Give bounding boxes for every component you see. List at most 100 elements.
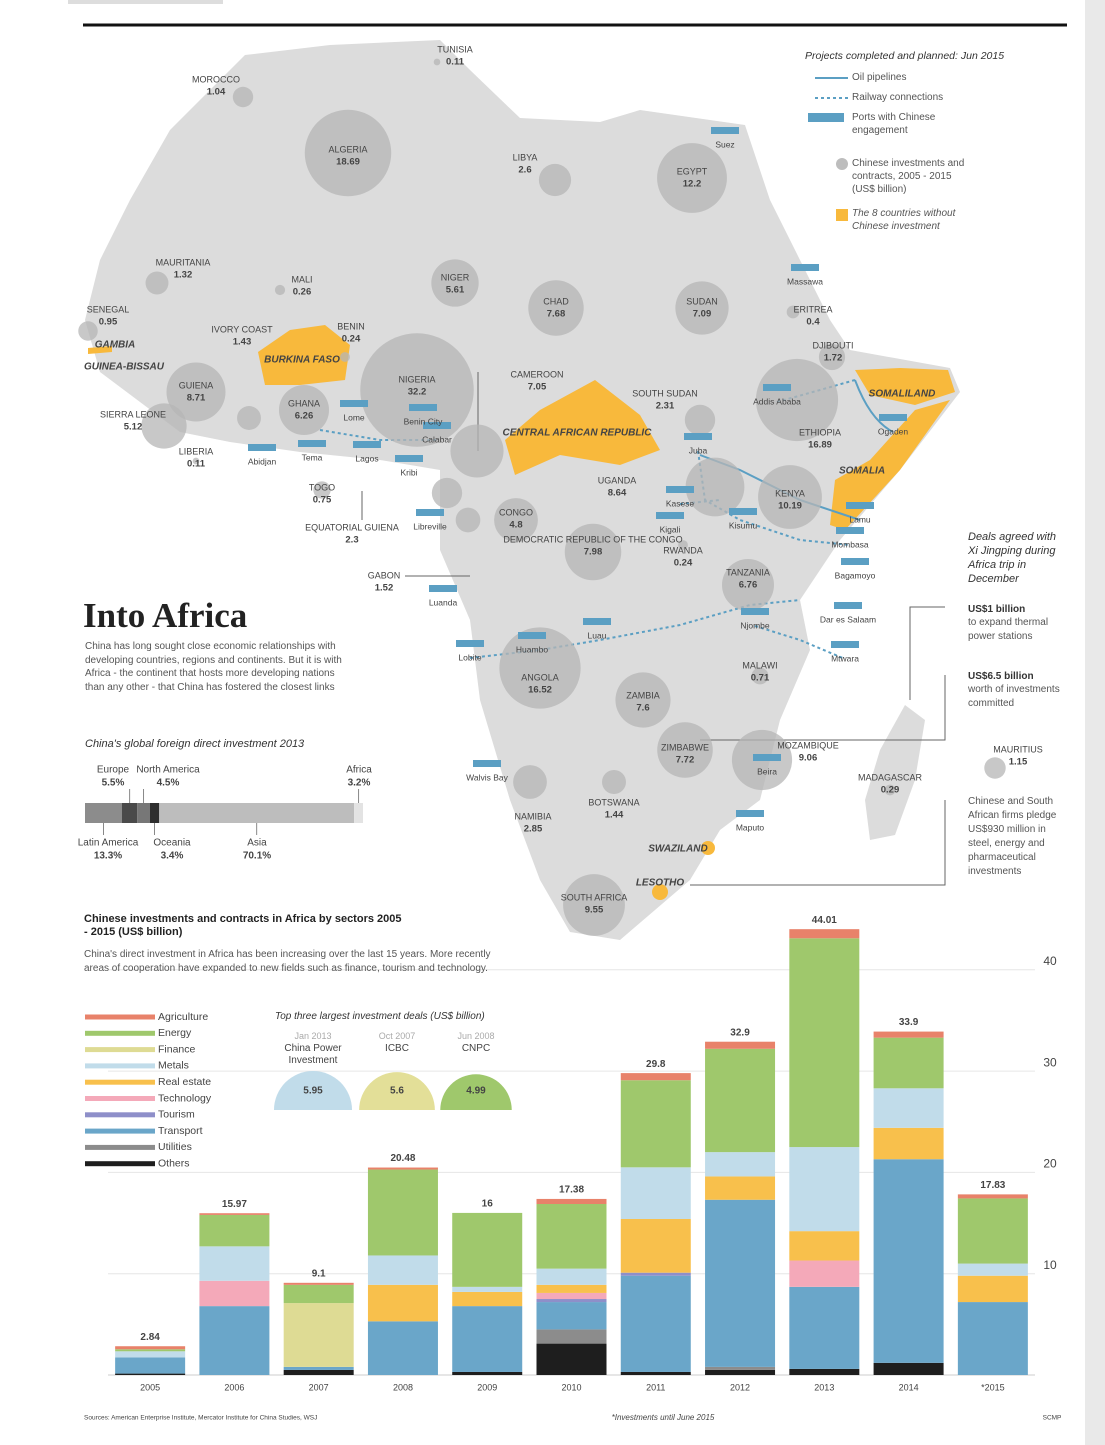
legend-swatch (85, 1161, 155, 1167)
country-label: TOGO (309, 482, 335, 492)
investment-bubble (657, 143, 727, 213)
investment-bubble (237, 406, 261, 430)
no-investment-label: SWAZILAND (648, 844, 707, 855)
x-tick-label: 2008 (393, 1382, 413, 1392)
investment-bubble (450, 424, 504, 478)
port-icon (834, 602, 862, 609)
port-icon (298, 440, 326, 447)
x-tick-label: 2009 (477, 1382, 497, 1392)
country-label: SIERRA LEONE (100, 409, 166, 419)
country-value: 0.71 (751, 673, 770, 684)
country-value: 0.95 (99, 317, 118, 328)
bar-segment (283, 1369, 354, 1375)
legend-no-investment-key (836, 209, 848, 221)
investment-bubble (751, 667, 769, 685)
country-label: SUDAN (686, 296, 718, 306)
no-investment-label: GAMBIA (95, 340, 136, 351)
total-label: 17.38 (559, 1185, 584, 1196)
no-investment-label: BURKINA FASO (264, 355, 340, 366)
fdi-segment (121, 803, 138, 823)
x-tick-label: 2012 (730, 1382, 750, 1392)
bar-segment (283, 1282, 354, 1285)
investment-bubble (786, 305, 800, 319)
bar-segment (452, 1286, 523, 1292)
investment-bubble (304, 109, 392, 197)
xi-deal-amount: US$1 billion (968, 604, 1026, 615)
investment-bubble (564, 523, 622, 581)
y-tick-label: 10 (1043, 1258, 1057, 1272)
sources: Sources: American Enterprise Institute, … (84, 1415, 317, 1422)
port-icon (879, 414, 907, 421)
investment-bubble (499, 627, 581, 709)
legend-item: Chinese investments and contracts, 2005 … (852, 158, 965, 195)
country-value: 6.26 (295, 411, 314, 422)
country-label: DJIBOUTI (812, 340, 853, 350)
investment-bubble (313, 481, 331, 499)
bar-segment (536, 1198, 607, 1204)
legend-keys (808, 77, 848, 221)
bar-segment (283, 1303, 354, 1367)
country-value: 12.2 (683, 179, 702, 190)
country-value: 2.85 (524, 824, 543, 835)
country-label: CAMEROON (510, 369, 563, 379)
place-label: Massawa (787, 276, 823, 286)
legend-item: The 8 countries without Chinese investme… (852, 208, 956, 232)
place-label: Lamu (849, 514, 871, 524)
x-tick-label: 2013 (814, 1382, 834, 1392)
no-investment-label: LESOTHO (636, 878, 685, 889)
xi-deal-text: Chinese and South African firms pledge U… (968, 796, 1057, 877)
fdi-segment (354, 803, 363, 823)
bar-segment (199, 1213, 270, 1215)
country-label: EQUATORIAL GUIENA (305, 522, 399, 532)
bar-segment (620, 1073, 691, 1081)
deal-name: China Power Investment (284, 1043, 342, 1066)
madagascar-shape (865, 705, 925, 840)
total-label: 9.1 (312, 1268, 326, 1279)
legend-swatch (85, 1128, 155, 1134)
bar-segment (452, 1371, 523, 1375)
intro-text: China has long sought close economic rel… (85, 641, 342, 693)
place-label: Luau (588, 630, 607, 640)
bar-segment (789, 1231, 860, 1261)
investment-bubble (563, 874, 625, 936)
fdi-value: 13.3% (94, 851, 122, 862)
place-label: Juba (689, 445, 708, 455)
country-label: SOUTH SUDAN (632, 388, 698, 398)
legend-swatch (85, 1030, 155, 1036)
fdi-name: Oceania (153, 838, 191, 849)
country-label: SOUTH AFRICA (561, 892, 628, 902)
port-icon (248, 444, 276, 451)
country-value: 1.15 (1009, 757, 1028, 768)
x-tick-label: 2010 (561, 1382, 581, 1392)
country-label: CONGO (499, 507, 533, 517)
bar-segment (283, 1366, 354, 1370)
port-icon (456, 640, 484, 647)
place-label: Kisumu (729, 520, 758, 530)
legend-swatch (85, 1047, 155, 1053)
legend-label: Others (158, 1157, 190, 1169)
legend-label: Finance (158, 1043, 196, 1055)
fdi-value: 4.5% (157, 778, 180, 789)
bar-segment (957, 1275, 1028, 1303)
country-label: MALI (291, 274, 312, 284)
place-label: Lobite (458, 652, 481, 662)
bar-segment (115, 1351, 186, 1358)
bar-segment (705, 1366, 776, 1370)
country-value: 9.55 (585, 905, 604, 916)
place-label: Lagos (355, 453, 378, 463)
country-label: GUIENA (179, 380, 214, 390)
total-label: 2.84 (140, 1332, 160, 1343)
investment-bubble (455, 507, 481, 533)
place-label: Tema (302, 452, 323, 462)
fdi-value: 3.2% (348, 778, 371, 789)
bar-segment (957, 1198, 1028, 1264)
bar-segment (873, 1037, 944, 1089)
place-label: Calabar (422, 434, 452, 444)
country-label: LIBERIA (179, 446, 214, 456)
bar-segment (536, 1284, 607, 1293)
port-icon (741, 608, 769, 615)
bar-segment (705, 1369, 776, 1375)
bar-segment (620, 1371, 691, 1375)
investment-bubble (615, 672, 671, 728)
